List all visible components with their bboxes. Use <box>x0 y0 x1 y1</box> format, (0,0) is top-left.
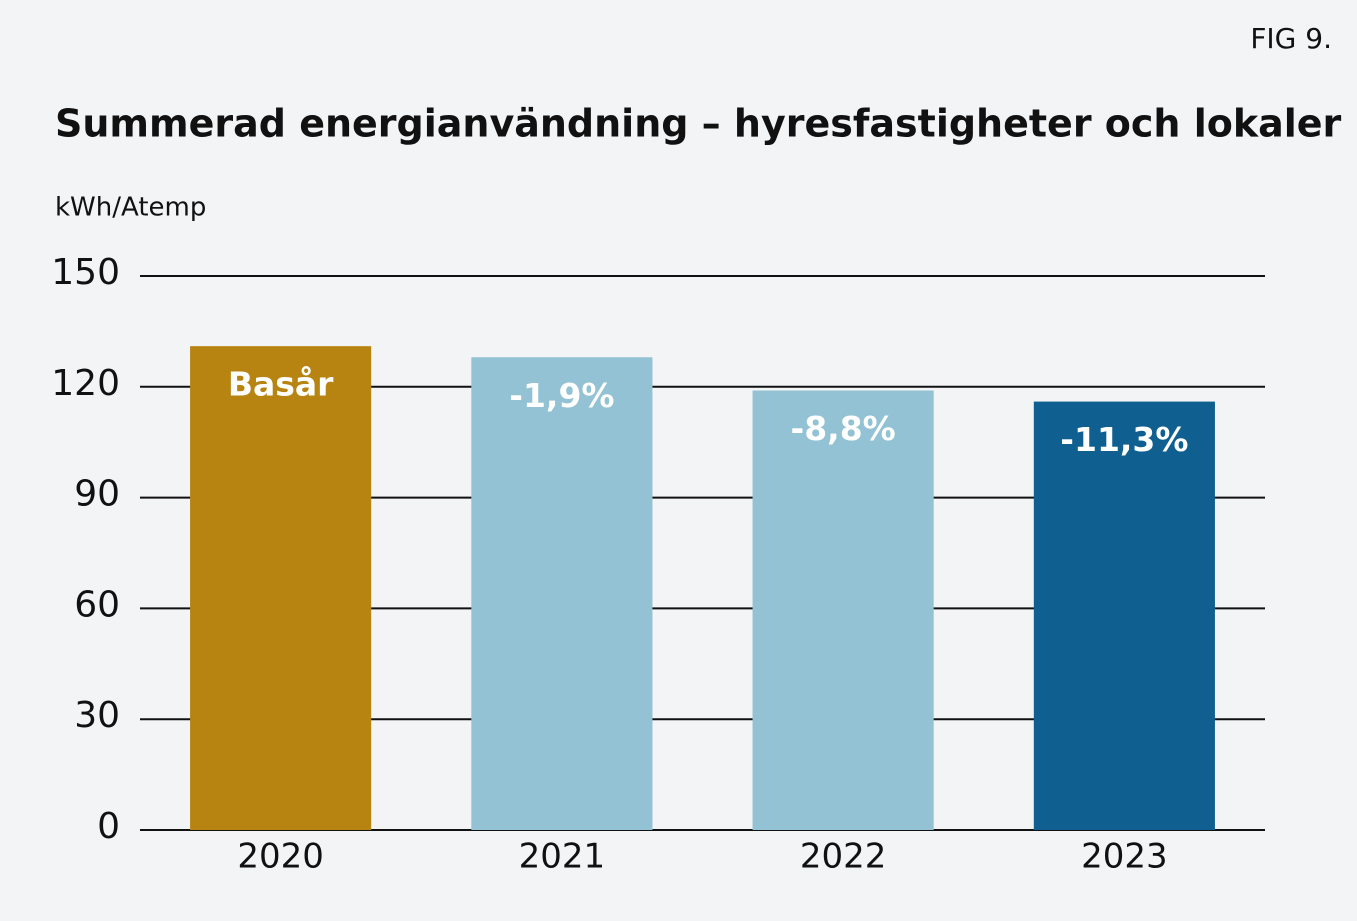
bar-label: Basår <box>228 365 334 404</box>
bar-label: -8,8% <box>791 409 896 448</box>
y-tick-label: 60 <box>74 584 120 625</box>
y-tick-label: 120 <box>51 363 120 404</box>
x-tick-label: 2020 <box>237 837 324 877</box>
figure-label: FIG 9. <box>1250 22 1332 55</box>
y-tick-label: 30 <box>74 695 120 736</box>
y-tick-label: 150 <box>51 252 120 293</box>
bar-label: -1,9% <box>509 376 614 415</box>
x-tick-label: 2022 <box>800 837 887 877</box>
x-tick-label: 2021 <box>519 837 606 877</box>
bar <box>752 390 934 830</box>
y-tick-label: 0 <box>97 806 120 847</box>
y-tick-label: 90 <box>74 474 120 515</box>
x-tick-label: 2023 <box>1081 837 1168 877</box>
bar <box>471 357 653 830</box>
bar-label: -11,3% <box>1060 420 1188 459</box>
y-axis-label: kWh/Atemp <box>55 193 206 223</box>
bar <box>190 346 372 830</box>
bar <box>1033 401 1215 830</box>
chart-title: Summerad energianvändning – hyresfastigh… <box>55 102 1342 146</box>
